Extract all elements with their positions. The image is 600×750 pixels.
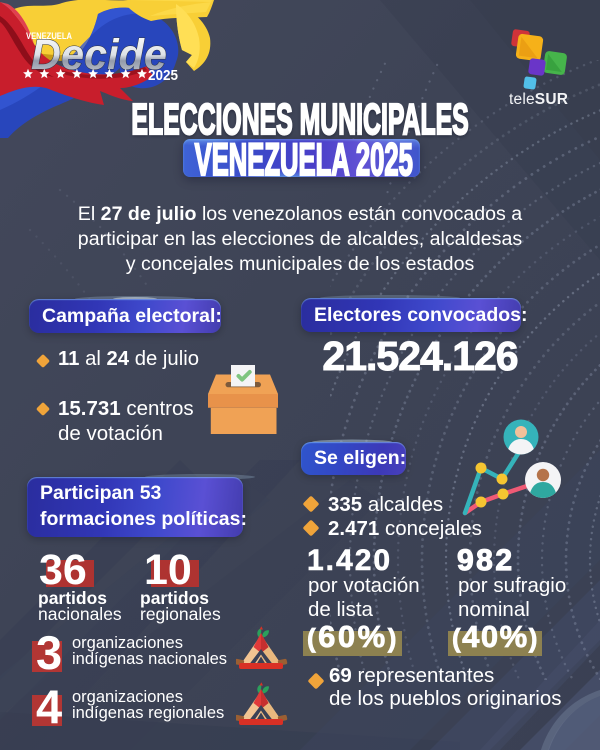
svg-text:VENEZUELA: VENEZUELA — [26, 31, 72, 41]
svg-text:Decide: Decide — [31, 31, 167, 79]
svg-text:2025: 2025 — [148, 68, 178, 84]
